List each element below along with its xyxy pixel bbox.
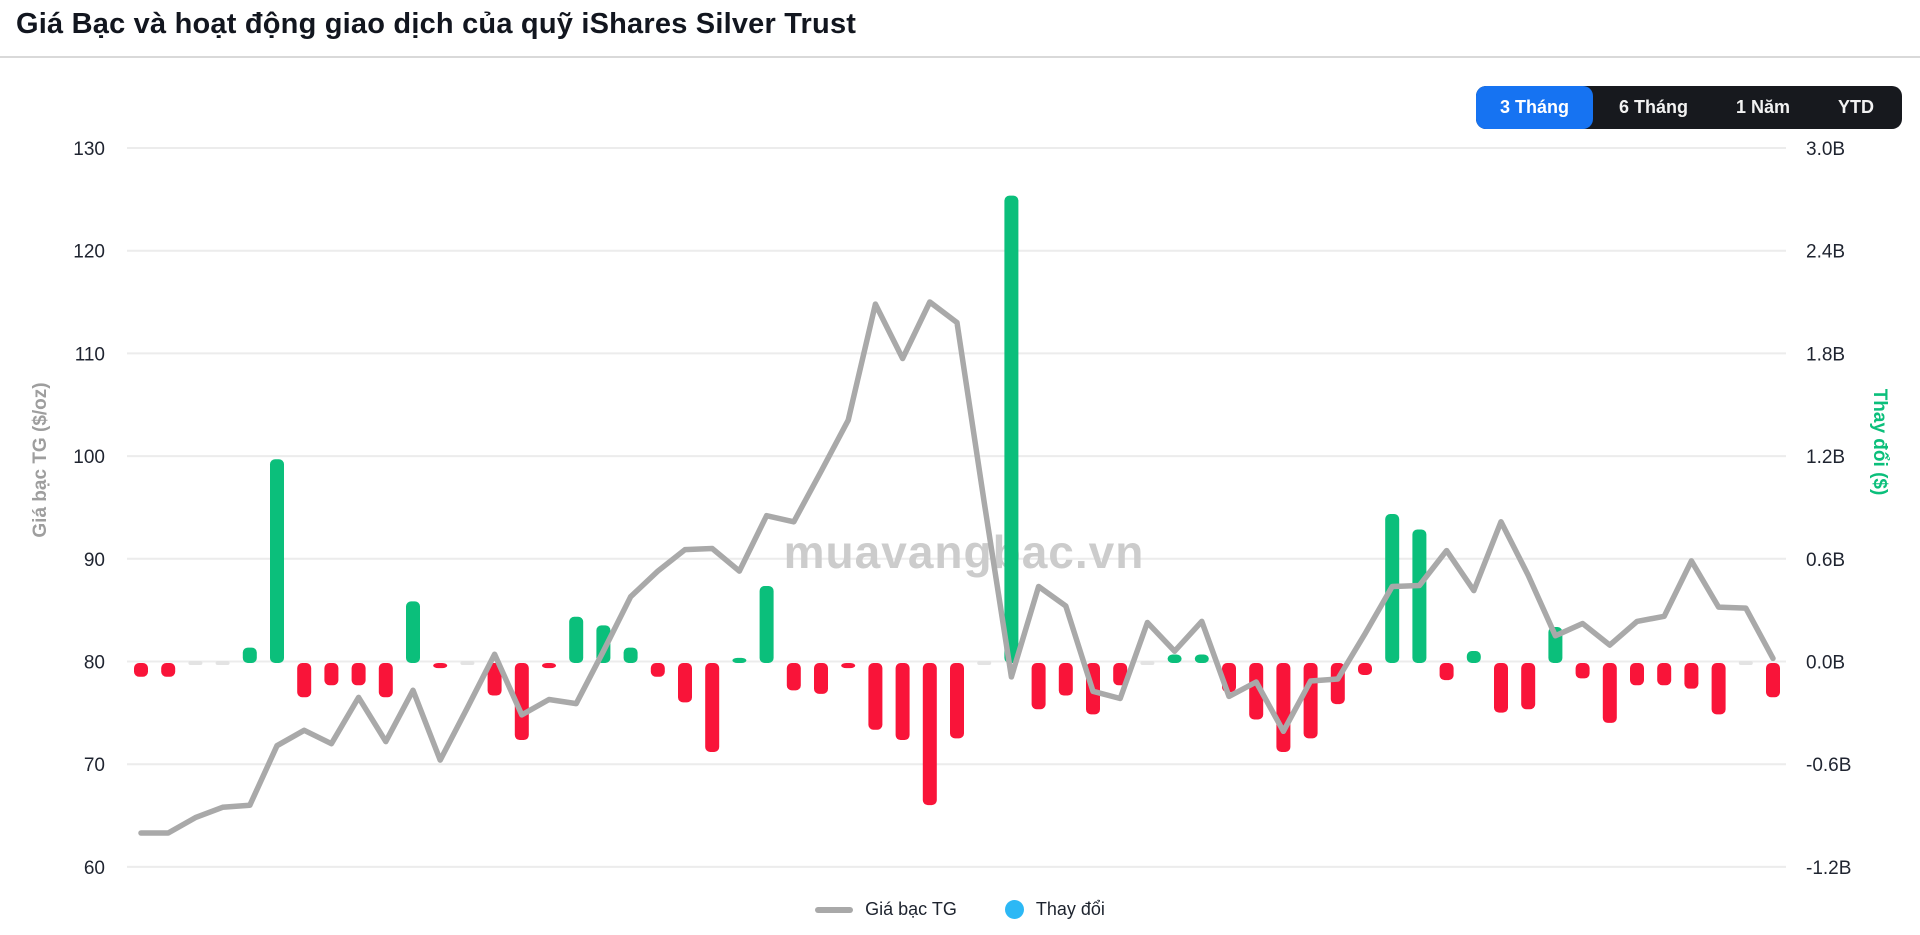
change-bar[interactable] [1303, 663, 1318, 739]
change-bar[interactable] [270, 459, 284, 663]
change-bar[interactable] [378, 663, 393, 698]
change-bar[interactable] [569, 616, 584, 663]
time-range-button-group: 3 Tháng 6 Tháng 1 Năm YTD [1475, 86, 1902, 129]
y-axis-tick-right: 1.8B [1806, 344, 1845, 365]
page-title: Giá Bạc và hoạt động giao dịch của quỹ i… [16, 8, 857, 40]
price-line-swatch [815, 906, 854, 913]
range-button-4[interactable]: YTD [1816, 90, 1896, 125]
watermark: muavangbac.vn [784, 526, 1145, 578]
y-axis-tick-left: 90 [84, 550, 105, 571]
change-bar[interactable] [514, 663, 529, 741]
change-bar[interactable] [1358, 663, 1372, 675]
change-bar[interactable] [406, 601, 420, 663]
change-bar[interactable] [1031, 663, 1046, 710]
change-bar[interactable] [1113, 663, 1128, 686]
change-bar-zero[interactable] [977, 661, 992, 665]
y-axis-tick-left: 100 [73, 447, 105, 468]
chart-legend: Giá bạc TG Thay đổi [0, 899, 1920, 920]
change-bar[interactable] [1602, 663, 1617, 723]
change-bar[interactable] [1276, 663, 1291, 753]
change-bar[interactable] [542, 663, 556, 669]
change-bar[interactable] [487, 663, 502, 696]
change-bar[interactable] [1657, 663, 1672, 686]
y-axis-tick-right: 1.2B [1806, 447, 1845, 468]
y-axis-tick-right: 0.6B [1806, 550, 1845, 571]
change-bar[interactable] [732, 657, 747, 663]
legend-item-change[interactable]: Thay đổi [1004, 899, 1105, 920]
y-axis-tick-left: 130 [73, 139, 105, 160]
change-bar[interactable] [1575, 663, 1590, 679]
change-bar-zero[interactable] [215, 661, 230, 665]
left-axis-title: Giá bạc TG ($/oz) [30, 382, 51, 537]
change-bar[interactable] [1466, 651, 1481, 663]
change-bar[interactable] [1521, 663, 1536, 710]
change-bar[interactable] [895, 663, 910, 741]
legend-label-price: Giá bạc TG [865, 899, 957, 919]
change-bar[interactable] [433, 663, 448, 669]
change-bar[interactable] [678, 663, 692, 703]
change-bar-zero[interactable] [1738, 661, 1753, 665]
change-bar-zero[interactable] [188, 661, 203, 665]
change-bar[interactable] [650, 663, 665, 677]
change-bar[interactable] [1684, 663, 1699, 689]
range-button-2[interactable]: 6 Tháng [1597, 90, 1710, 125]
change-bar[interactable] [161, 663, 176, 677]
change-bar[interactable] [134, 663, 148, 677]
change-bar[interactable] [242, 647, 257, 663]
change-bar[interactable] [1058, 663, 1073, 696]
y-axis-tick-right: 0.0B [1806, 653, 1845, 674]
price-line[interactable] [138, 299, 1776, 836]
change-bar[interactable] [1766, 663, 1780, 698]
change-bar[interactable] [759, 585, 774, 663]
change-bar[interactable] [1494, 663, 1508, 713]
change-bar[interactable] [1194, 654, 1209, 663]
y-axis-tick-right: 2.4B [1806, 242, 1845, 263]
y-axis-tick-right: -1.2B [1806, 858, 1851, 879]
change-bar[interactable] [1711, 663, 1726, 715]
range-button-1[interactable]: 3 Tháng [1475, 86, 1593, 129]
change-dot-swatch [1004, 900, 1024, 919]
change-bar[interactable] [297, 663, 312, 698]
y-axis-tick-right: -0.6B [1806, 755, 1851, 776]
change-bar[interactable] [324, 663, 339, 686]
y-axis-tick-left: 110 [75, 344, 105, 365]
change-bar-zero[interactable] [460, 661, 475, 665]
y-axis-tick-left: 120 [73, 242, 105, 263]
y-axis-tick-right: 3.0B [1806, 139, 1845, 160]
legend-label-change: Thay đổi [1035, 899, 1105, 919]
y-axis-tick-left: 60 [84, 858, 105, 879]
change-bar[interactable] [1439, 663, 1454, 681]
y-axis-tick-left: 70 [84, 755, 105, 776]
change-bar[interactable] [623, 647, 638, 663]
change-bar[interactable] [705, 663, 720, 753]
title-divider [0, 56, 1920, 58]
change-bar[interactable] [351, 663, 366, 686]
right-axis-title: Thay đổi ($) [1869, 389, 1890, 496]
change-bar[interactable] [922, 663, 937, 806]
change-bar[interactable] [1004, 195, 1019, 663]
change-bar[interactable] [1630, 663, 1644, 686]
y-axis-tick-left: 80 [84, 653, 105, 674]
change-bar[interactable] [1412, 529, 1427, 663]
change-bar[interactable] [1249, 663, 1264, 720]
range-button-3[interactable]: 1 Năm [1714, 90, 1812, 125]
change-bar[interactable] [814, 663, 828, 694]
change-bar[interactable] [1167, 654, 1182, 663]
change-bar[interactable] [868, 663, 883, 730]
change-bar-zero[interactable] [1140, 661, 1155, 665]
legend-item-price[interactable]: Giá bạc TG [815, 899, 957, 920]
change-bar[interactable] [841, 663, 856, 669]
change-bar[interactable] [786, 663, 801, 691]
change-bar[interactable] [950, 663, 964, 739]
